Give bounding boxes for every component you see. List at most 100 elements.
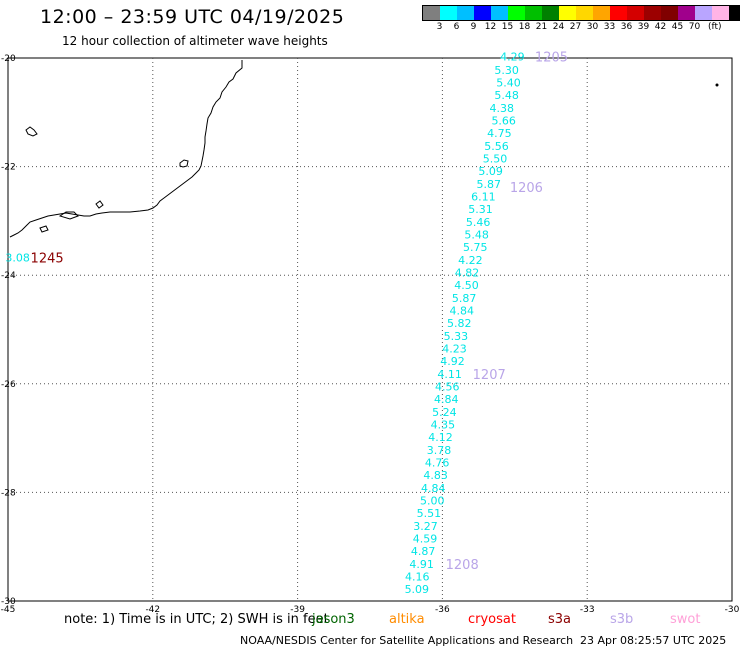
- color-legend-tick-label: 45: [671, 22, 684, 32]
- color-swatch: [525, 6, 542, 20]
- satellite-pass-time-labels: 1205 1206 1207 1208 1245: [31, 50, 568, 573]
- offshore-island-dot: [715, 83, 719, 87]
- longitude-tick-label: -39: [290, 605, 305, 615]
- swh-value-label: 5.50: [483, 152, 508, 165]
- color-swatch: [712, 6, 729, 20]
- color-legend-tick-label: 12: [484, 22, 497, 32]
- color-swatch: [610, 6, 627, 20]
- swh-value-label: 5.56: [484, 140, 509, 153]
- swh-color-legend: [422, 5, 740, 21]
- swh-value-label: 4.35: [431, 419, 456, 432]
- swh-color-legend-labels: 3 6 9 12 15 18 21 24 27 30 33 36 39 42 45 70 (ft): [422, 22, 740, 34]
- color-legend-tick-label: 15: [501, 22, 514, 32]
- color-swatch: [508, 6, 525, 20]
- longitude-tick-label: -45: [1, 605, 16, 615]
- swh-value-label: 4.75: [487, 127, 512, 140]
- map-subtitle: 12 hour collection of altimeter wave hei…: [62, 34, 328, 48]
- swh-value-label: 4.23: [442, 343, 467, 356]
- color-swatch: [559, 6, 576, 20]
- pass-time-label: 1208: [446, 558, 479, 573]
- longitude-tick-label: -36: [435, 605, 450, 615]
- latitude-tick-label: -24: [1, 271, 16, 281]
- color-swatch: [678, 6, 695, 20]
- generated-timestamp: 23 Apr 08:25:57 UTC 2025: [580, 634, 727, 647]
- map-frame: [7, 57, 733, 602]
- coastline-bay: [25, 126, 38, 137]
- credit-line: NOAA/NESDIS Center for Satellite Applica…: [240, 634, 574, 647]
- swh-value-label: 5.00: [420, 495, 445, 508]
- swh-value-label: 5.51: [417, 507, 442, 520]
- swh-value-label: 5.31: [468, 203, 493, 216]
- color-legend-tick-label: 24: [552, 22, 565, 32]
- color-swatch: [593, 6, 610, 20]
- coastline-island: [179, 159, 189, 168]
- latitude-tick-label: -26: [1, 380, 16, 390]
- swh-value-label: 4.12: [428, 431, 453, 444]
- longitude-tick-label: -33: [580, 605, 595, 615]
- color-legend-tick-label: 70: [688, 22, 701, 32]
- swh-value-label: 4.83: [423, 469, 448, 482]
- color-swatch: [423, 6, 440, 20]
- pass-time-label: 1206: [510, 181, 543, 196]
- longitude-tick-label: -30: [725, 605, 740, 615]
- pass-time-label: 1245: [31, 251, 64, 266]
- swh-value-label: 5.30: [494, 64, 519, 77]
- longitude-tick-label: -42: [145, 605, 160, 615]
- coastline: [9, 60, 243, 238]
- swh-value-label: 3.78: [427, 444, 452, 457]
- color-swatch: [644, 6, 661, 20]
- latitude-tick-label: -20: [1, 54, 16, 64]
- color-legend-tick-label: 9: [470, 22, 477, 32]
- swh-value-label: 5.09: [405, 583, 430, 596]
- color-legend-tick-label: 39: [637, 22, 650, 32]
- swh-value-label: 4.38: [490, 102, 515, 115]
- swh-value-label: 5.40: [496, 76, 521, 89]
- latitude-tick-label: -28: [1, 488, 16, 498]
- satellite-track-swh-values: 4.295.305.405.484.385.664.755.565.505.09…: [5, 50, 524, 596]
- color-swatch: [440, 6, 457, 20]
- color-swatch: [474, 6, 491, 20]
- color-swatch: [729, 6, 740, 20]
- color-legend-tick-label: 3: [436, 22, 443, 32]
- latitude-tick-label: -22: [1, 163, 16, 173]
- swh-value-label: 5.75: [463, 241, 488, 254]
- swh-value-label: 3.08: [5, 251, 30, 264]
- swh-value-label: 4.84: [421, 482, 446, 495]
- swh-value-label: 5.87: [476, 178, 501, 191]
- swh-value-label: 4.29: [500, 50, 525, 63]
- color-legend-tick-label: 27: [569, 22, 582, 32]
- swh-value-label: 5.46: [466, 216, 491, 229]
- swh-value-label: 4.59: [413, 533, 438, 546]
- swh-value-label: 4.92: [440, 355, 465, 368]
- color-legend-tick-label: 30: [586, 22, 599, 32]
- swh-value-label: 3.27: [413, 520, 438, 533]
- mission-s3b: s3b: [610, 612, 634, 627]
- color-legend-tick-label: 18: [518, 22, 531, 32]
- swh-value-label: 4.11: [437, 368, 462, 381]
- coastline-island-small: [95, 200, 104, 209]
- latitude-tick-label: -30: [1, 597, 16, 607]
- swh-value-label: 5.48: [494, 89, 519, 102]
- color-legend-tick-label: 6: [453, 22, 460, 32]
- swh-value-label: 5.33: [444, 330, 469, 343]
- color-swatch: [491, 6, 508, 20]
- swh-value-label: 5.66: [491, 114, 516, 127]
- color-swatch: [576, 6, 593, 20]
- swh-value-label: 5.09: [478, 165, 503, 178]
- color-swatch: [457, 6, 474, 20]
- footnote: note: 1) Time is in UTC; 2) SWH is in fe…: [64, 612, 329, 627]
- swh-value-label: 4.82: [455, 266, 480, 279]
- swh-value-label: 4.56: [435, 381, 460, 394]
- swh-value-label: 5.48: [464, 228, 489, 241]
- color-legend-tick-label: 42: [654, 22, 667, 32]
- swh-value-label: 4.91: [409, 558, 434, 571]
- color-swatch: [695, 6, 712, 20]
- map-tick-labels: -45 -42 -39 -36 -33 -30 -20 -22 -24 -26 -28 -30: [1, 54, 740, 615]
- color-swatch: [542, 6, 559, 20]
- coastline-islets: [39, 211, 79, 233]
- swh-value-label: 5.87: [452, 292, 477, 305]
- swh-value-label: 6.11: [471, 190, 496, 203]
- swh-value-label: 5.24: [432, 406, 457, 419]
